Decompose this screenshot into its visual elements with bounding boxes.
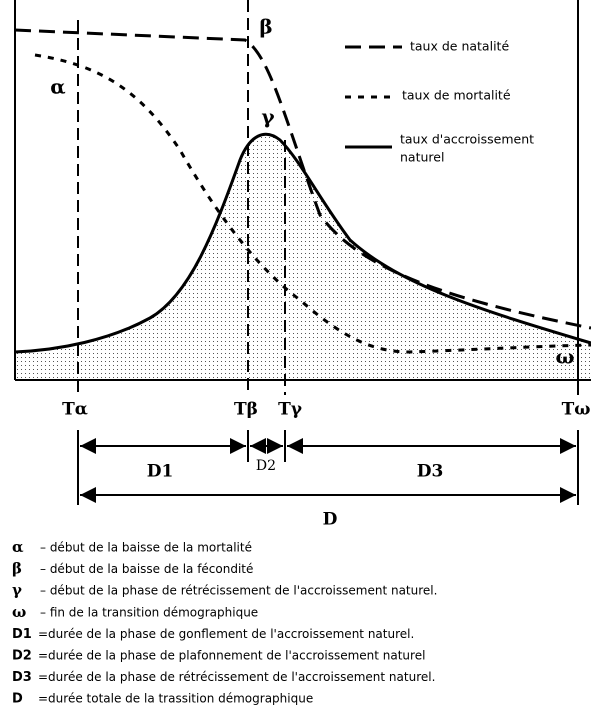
key-text: – fin de la transition démographique bbox=[40, 605, 258, 619]
key-symbol: D2 bbox=[12, 649, 32, 664]
legend: taux de natalité taux de mortalité taux … bbox=[345, 39, 534, 165]
key-text: =durée de la phase de gonflement de l'ac… bbox=[38, 627, 414, 641]
key: α – début de la baisse de la mortalité β – … bbox=[12, 538, 437, 707]
alpha-label: α bbox=[50, 75, 65, 99]
key-text: – début de la baisse de la mortalité bbox=[40, 541, 252, 555]
key-symbol: β bbox=[12, 560, 22, 578]
growth-label: naturel bbox=[400, 150, 444, 165]
key-symbol: γ bbox=[12, 581, 22, 599]
key-text: – début de la phase de rétrécissement de… bbox=[40, 584, 437, 598]
natality-label: taux de natalité bbox=[410, 39, 509, 54]
key-text: =durée de la phase de plafonnement de l'… bbox=[38, 649, 425, 663]
omega-label: ω bbox=[555, 345, 574, 369]
tick-label: Tα bbox=[62, 400, 88, 420]
gamma-label: γ bbox=[261, 105, 275, 129]
durations bbox=[77, 430, 579, 505]
key-symbol: α bbox=[12, 538, 24, 556]
growth-area bbox=[15, 134, 591, 380]
duration-label: D3 bbox=[417, 462, 444, 482]
mortality-label: taux de mortalité bbox=[402, 88, 511, 103]
key-symbol: D bbox=[12, 692, 23, 707]
key-symbol: D3 bbox=[12, 670, 32, 685]
natality-curve bbox=[14, 28, 591, 330]
duration-label: D bbox=[323, 510, 338, 530]
duration-label: D1 bbox=[147, 462, 174, 482]
time-axis: Tα Tβ Tγ Tω bbox=[62, 400, 590, 420]
tick-label: Tω bbox=[562, 400, 591, 420]
mortality-curve bbox=[34, 53, 591, 354]
key-text: – début de la baisse de la fécondité bbox=[40, 562, 253, 576]
key-symbol: D1 bbox=[12, 627, 32, 642]
growth-label: taux d'accroissement bbox=[400, 132, 534, 147]
key-text: =durée totale de la trassition démograph… bbox=[38, 692, 313, 706]
tick-label: Tβ bbox=[234, 400, 258, 420]
key-symbol: ω bbox=[12, 603, 26, 621]
plot: α β γ ω bbox=[14, 0, 591, 395]
duration-label: D2 bbox=[256, 458, 276, 474]
beta-label: β bbox=[259, 15, 272, 39]
tick-label: Tγ bbox=[278, 400, 303, 420]
growth-curve bbox=[14, 132, 591, 354]
key-text: =durée de la phase de rétrécissement de … bbox=[38, 670, 435, 684]
